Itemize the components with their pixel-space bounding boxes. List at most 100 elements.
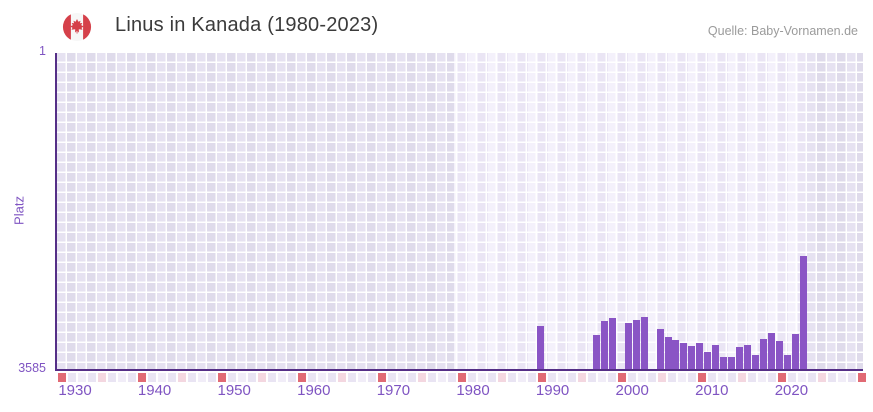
- timeline-cell: [468, 372, 477, 382]
- bar-2002[interactable]: [632, 320, 640, 369]
- timeline-cell: [638, 372, 647, 382]
- bar-2020[interactable]: [775, 341, 783, 369]
- timeline-cell: [228, 372, 237, 382]
- decade-marker-cell: [618, 372, 627, 382]
- timeline-cell: [318, 372, 327, 382]
- bar-2013[interactable]: [720, 357, 728, 369]
- timeline-cell: [518, 372, 527, 382]
- timeline-cell: [208, 372, 217, 382]
- x-tick-label-1990: 1990: [535, 382, 570, 399]
- timeline-cell: [838, 372, 847, 382]
- bar-2006[interactable]: [664, 337, 672, 369]
- bar-2003[interactable]: [640, 317, 648, 369]
- timeline-cell: [748, 372, 757, 382]
- timeline-cell: [308, 372, 317, 382]
- timeline-cell: [358, 372, 367, 382]
- decade-marker-cell: [698, 372, 707, 382]
- y-axis-top-tick: 1: [39, 44, 46, 58]
- half-decade-marker-cell: [338, 372, 347, 382]
- x-tick-label-1980: 1980: [456, 382, 490, 399]
- y-axis-line: [55, 53, 57, 369]
- timeline-cell: [598, 372, 607, 382]
- x-tick-label-1940: 1940: [137, 382, 172, 399]
- x-tick-label-2010: 2010: [695, 382, 729, 399]
- timeline-cell: [428, 372, 437, 382]
- half-decade-marker-cell: [258, 372, 267, 382]
- bar-2005[interactable]: [656, 329, 664, 369]
- x-tick-label-2000: 2000: [615, 382, 649, 399]
- timeline-cell: [328, 372, 337, 382]
- half-decade-marker-cell: [658, 372, 667, 382]
- x-tick-label-1970: 1970: [376, 382, 411, 399]
- decade-marker-cell: [218, 372, 227, 382]
- bar-2007[interactable]: [672, 340, 680, 369]
- bar-2016[interactable]: [744, 345, 752, 369]
- half-decade-marker-cell: [818, 372, 827, 382]
- decade-marker-cell: [858, 372, 867, 382]
- decade-marker-cell: [458, 372, 467, 382]
- timeline-cell: [558, 372, 567, 382]
- bar-1999[interactable]: [608, 317, 616, 369]
- bar-2022[interactable]: [791, 334, 799, 369]
- decade-marker-cell: [138, 372, 147, 382]
- timeline-cell: [528, 372, 537, 382]
- timeline-cell: [678, 372, 687, 382]
- bar-1997[interactable]: [592, 335, 600, 369]
- bar-2014[interactable]: [728, 357, 736, 369]
- timeline-cell: [128, 372, 137, 382]
- timeline-cell: [368, 372, 377, 382]
- timeline-cell: [628, 372, 637, 382]
- canada-flag-icon: [62, 12, 92, 42]
- bar-2021[interactable]: [783, 355, 791, 369]
- timeline-cell: [728, 372, 737, 382]
- timeline-cell: [158, 372, 167, 382]
- bar-2010[interactable]: [696, 343, 704, 369]
- bar-2023[interactable]: [799, 256, 807, 369]
- x-tick-label-1950: 1950: [217, 382, 251, 399]
- bar-1990[interactable]: [537, 326, 545, 369]
- timeline-cell: [388, 372, 397, 382]
- timeline-cell: [548, 372, 557, 382]
- half-decade-marker-cell: [738, 372, 747, 382]
- bar-2001[interactable]: [624, 323, 632, 369]
- timeline-cell: [588, 372, 597, 382]
- half-decade-marker-cell: [578, 372, 587, 382]
- half-decade-marker-cell: [418, 372, 427, 382]
- bar-2011[interactable]: [704, 352, 712, 369]
- bar-2018[interactable]: [760, 338, 767, 369]
- plot-area: [57, 53, 863, 369]
- gridlines: [57, 53, 863, 369]
- timeline-cell: [608, 372, 617, 382]
- decade-marker-cell: [538, 372, 547, 382]
- bar-2015[interactable]: [736, 347, 744, 369]
- timeline-cell: [68, 372, 77, 382]
- timeline-cell: [668, 372, 677, 382]
- half-decade-marker-cell: [98, 372, 107, 382]
- bar-2008[interactable]: [680, 343, 688, 369]
- bar-2019[interactable]: [767, 333, 775, 369]
- timeline-cell: [648, 372, 657, 382]
- timeline-cell: [348, 372, 357, 382]
- timeline-cell: [238, 372, 247, 382]
- decade-marker-cell: [298, 372, 307, 382]
- timeline-cell: [718, 372, 727, 382]
- timeline-cell: [508, 372, 517, 382]
- timeline-cell: [398, 372, 407, 382]
- timeline-cell: [108, 372, 117, 382]
- timeline-cell: [768, 372, 777, 382]
- timeline-cell: [408, 372, 417, 382]
- bar-2009[interactable]: [688, 346, 696, 369]
- bar-2012[interactable]: [712, 345, 720, 369]
- x-tick-label-2020: 2020: [774, 382, 809, 399]
- source-label: Quelle: Baby-Vornamen.de: [707, 24, 858, 38]
- bar-2017[interactable]: [752, 355, 759, 369]
- timeline-cell: [758, 372, 767, 382]
- timeline-cell: [88, 372, 97, 382]
- x-axis-labels: 1930 1940 1950 1960 1970 1980 1990 2000 2010 2020: [57, 382, 869, 402]
- y-axis-bottom-tick: 3585: [18, 361, 46, 375]
- x-tick-label-1930: 1930: [58, 382, 92, 399]
- bar-1998[interactable]: [600, 320, 608, 369]
- timeline-cell: [288, 372, 297, 382]
- timeline-cell: [198, 372, 207, 382]
- timeline-cell: [708, 372, 717, 382]
